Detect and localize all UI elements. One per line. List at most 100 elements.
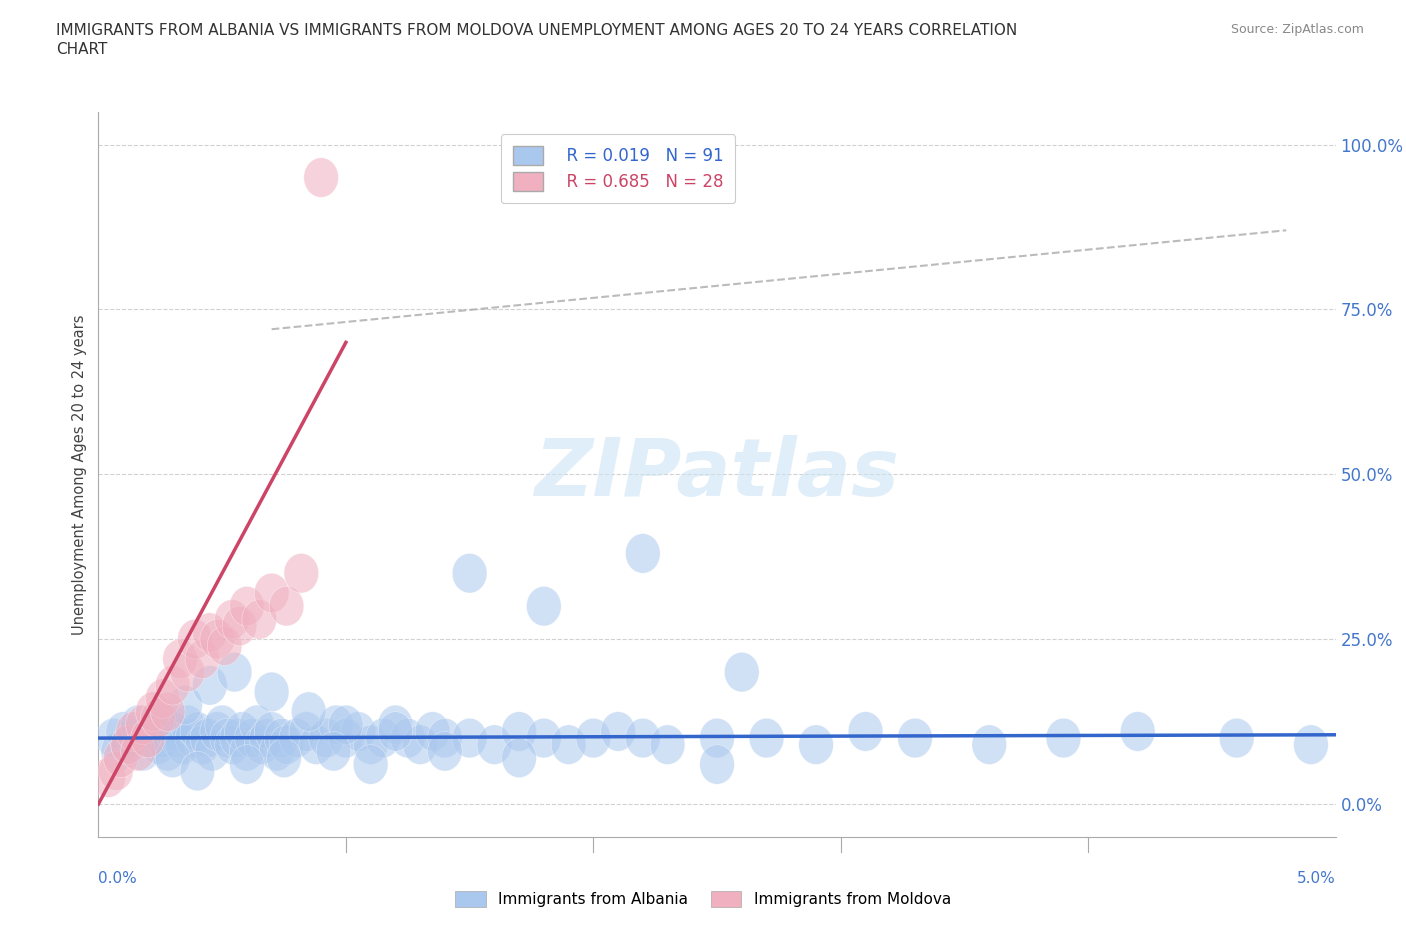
Ellipse shape (150, 732, 186, 771)
Ellipse shape (131, 718, 166, 758)
Ellipse shape (160, 718, 195, 758)
Ellipse shape (254, 672, 290, 711)
Ellipse shape (125, 732, 160, 771)
Ellipse shape (378, 711, 413, 751)
Ellipse shape (290, 711, 323, 751)
Ellipse shape (135, 692, 170, 732)
Ellipse shape (145, 679, 180, 718)
Ellipse shape (200, 711, 235, 751)
Ellipse shape (215, 600, 249, 639)
Ellipse shape (200, 619, 235, 659)
Ellipse shape (155, 666, 190, 705)
Ellipse shape (155, 711, 190, 751)
Ellipse shape (366, 718, 401, 758)
Ellipse shape (453, 553, 486, 593)
Ellipse shape (415, 711, 450, 751)
Text: ZIPatlas: ZIPatlas (534, 435, 900, 513)
Ellipse shape (219, 718, 254, 758)
Ellipse shape (111, 724, 145, 764)
Ellipse shape (402, 724, 437, 764)
Ellipse shape (304, 158, 339, 197)
Ellipse shape (229, 587, 264, 626)
Ellipse shape (340, 711, 375, 751)
Ellipse shape (749, 718, 785, 758)
Ellipse shape (166, 724, 200, 764)
Y-axis label: Unemployment Among Ages 20 to 24 years: Unemployment Among Ages 20 to 24 years (72, 314, 87, 634)
Ellipse shape (291, 692, 326, 732)
Ellipse shape (207, 626, 242, 666)
Ellipse shape (121, 732, 155, 771)
Ellipse shape (453, 718, 486, 758)
Ellipse shape (104, 738, 138, 777)
Ellipse shape (427, 718, 463, 758)
Ellipse shape (309, 718, 343, 758)
Ellipse shape (190, 718, 225, 758)
Ellipse shape (427, 732, 463, 771)
Ellipse shape (245, 724, 278, 764)
Ellipse shape (1294, 724, 1329, 764)
Ellipse shape (284, 553, 319, 593)
Ellipse shape (141, 698, 176, 738)
Ellipse shape (131, 718, 166, 758)
Text: CHART: CHART (56, 42, 108, 57)
Ellipse shape (209, 718, 245, 758)
Ellipse shape (121, 705, 155, 745)
Ellipse shape (267, 738, 301, 777)
Ellipse shape (217, 652, 252, 692)
Ellipse shape (143, 698, 177, 738)
Ellipse shape (477, 724, 512, 764)
Ellipse shape (259, 732, 294, 771)
Ellipse shape (353, 724, 388, 764)
Ellipse shape (193, 666, 228, 705)
Ellipse shape (91, 758, 125, 797)
Ellipse shape (254, 573, 290, 613)
Ellipse shape (163, 639, 197, 679)
Ellipse shape (115, 711, 150, 751)
Ellipse shape (972, 724, 1007, 764)
Text: 0.0%: 0.0% (98, 871, 138, 886)
Ellipse shape (98, 751, 134, 790)
Ellipse shape (299, 724, 333, 764)
Ellipse shape (316, 732, 352, 771)
Ellipse shape (167, 685, 202, 724)
Ellipse shape (626, 534, 661, 573)
Ellipse shape (526, 587, 561, 626)
Ellipse shape (215, 724, 249, 764)
Ellipse shape (378, 705, 413, 745)
Ellipse shape (150, 692, 186, 732)
Ellipse shape (239, 705, 274, 745)
Ellipse shape (193, 613, 228, 652)
Ellipse shape (269, 724, 304, 764)
Ellipse shape (391, 718, 425, 758)
Ellipse shape (111, 724, 145, 764)
Ellipse shape (319, 705, 353, 745)
Ellipse shape (101, 732, 135, 771)
Ellipse shape (205, 705, 239, 745)
Ellipse shape (353, 745, 388, 784)
Ellipse shape (225, 711, 259, 751)
Ellipse shape (115, 718, 150, 758)
Ellipse shape (278, 718, 314, 758)
Ellipse shape (180, 711, 215, 751)
Ellipse shape (502, 711, 537, 751)
Ellipse shape (186, 724, 219, 764)
Ellipse shape (195, 732, 229, 771)
Ellipse shape (170, 652, 205, 692)
Ellipse shape (1121, 711, 1156, 751)
Ellipse shape (135, 711, 170, 751)
Ellipse shape (526, 718, 561, 758)
Ellipse shape (329, 705, 363, 745)
Ellipse shape (254, 711, 290, 751)
Ellipse shape (799, 724, 834, 764)
Ellipse shape (222, 606, 257, 645)
Ellipse shape (626, 718, 661, 758)
Legend:   R = 0.019   N = 91,   R = 0.685   N = 28: R = 0.019 N = 91, R = 0.685 N = 28 (501, 135, 735, 203)
Ellipse shape (235, 718, 269, 758)
Ellipse shape (1219, 718, 1254, 758)
Ellipse shape (848, 711, 883, 751)
Ellipse shape (1046, 718, 1081, 758)
Ellipse shape (576, 718, 610, 758)
Ellipse shape (700, 718, 734, 758)
Ellipse shape (650, 724, 685, 764)
Text: 5.0%: 5.0% (1296, 871, 1336, 886)
